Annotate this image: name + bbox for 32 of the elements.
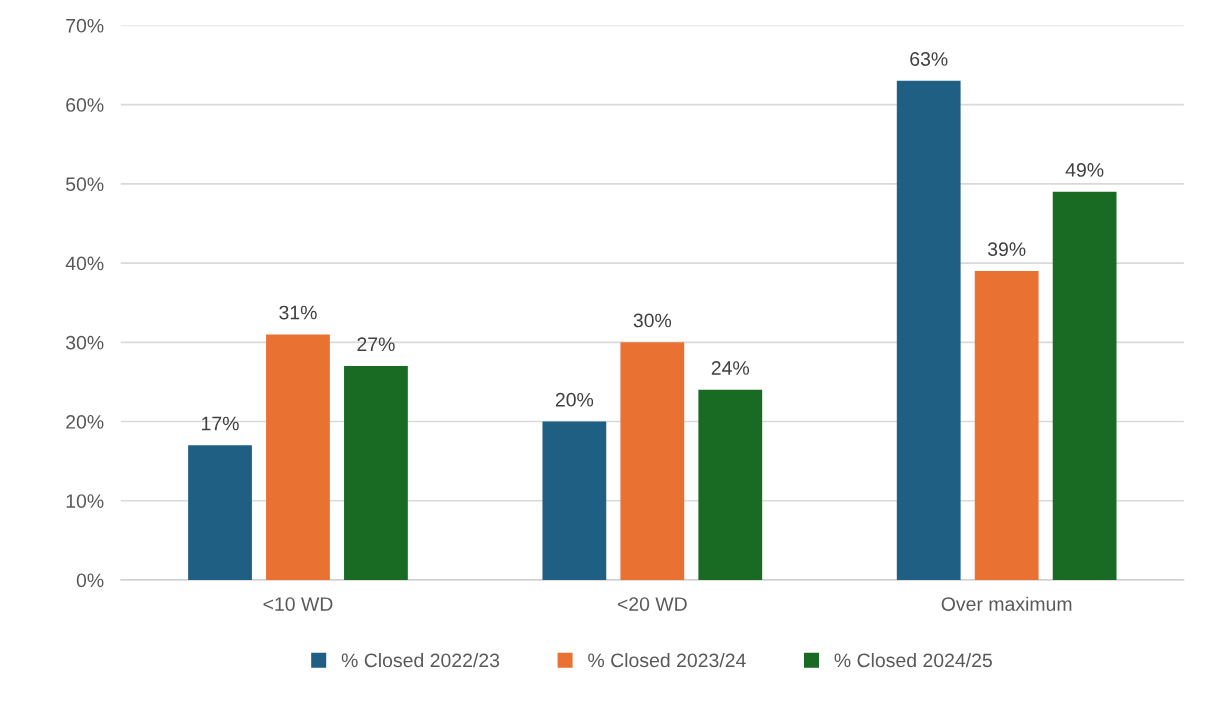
bar xyxy=(266,334,330,580)
bar xyxy=(896,80,961,580)
x-tick-label: <10 WD xyxy=(263,597,333,611)
y-tick-label: 50% xyxy=(65,177,104,192)
bar xyxy=(1052,191,1117,580)
data-label: 20% xyxy=(555,392,594,407)
data-label: 31% xyxy=(279,305,317,320)
legend-label: % Closed 2024/25 xyxy=(834,652,992,668)
x-tick-label: <20 WD xyxy=(617,597,687,611)
y-tick-label: 30% xyxy=(65,335,104,350)
data-label: 17% xyxy=(202,416,239,431)
bar xyxy=(620,342,685,580)
data-label: 49% xyxy=(1065,163,1104,177)
bar xyxy=(974,270,1039,580)
y-tick-label: 20% xyxy=(66,415,104,429)
bar xyxy=(188,445,252,580)
bar xyxy=(542,421,607,580)
y-tick-label: 70% xyxy=(66,18,104,33)
y-tick-label: 0% xyxy=(76,573,104,588)
bar xyxy=(344,366,408,580)
data-label: 24% xyxy=(711,361,750,375)
y-tick-label: 40% xyxy=(65,256,104,271)
data-label: 39% xyxy=(987,242,1026,257)
data-label: 30% xyxy=(633,313,672,328)
y-tick-label: 10% xyxy=(66,494,104,508)
y-tick-label: 60% xyxy=(66,98,104,112)
data-label: 63% xyxy=(910,52,948,66)
data-label: 27% xyxy=(357,337,395,352)
bar xyxy=(698,389,763,580)
legend-label: % Closed 2022/23 xyxy=(341,652,500,668)
legend-label: % Closed 2023/24 xyxy=(588,652,746,668)
x-tick-label: Over maximum xyxy=(941,596,1072,611)
